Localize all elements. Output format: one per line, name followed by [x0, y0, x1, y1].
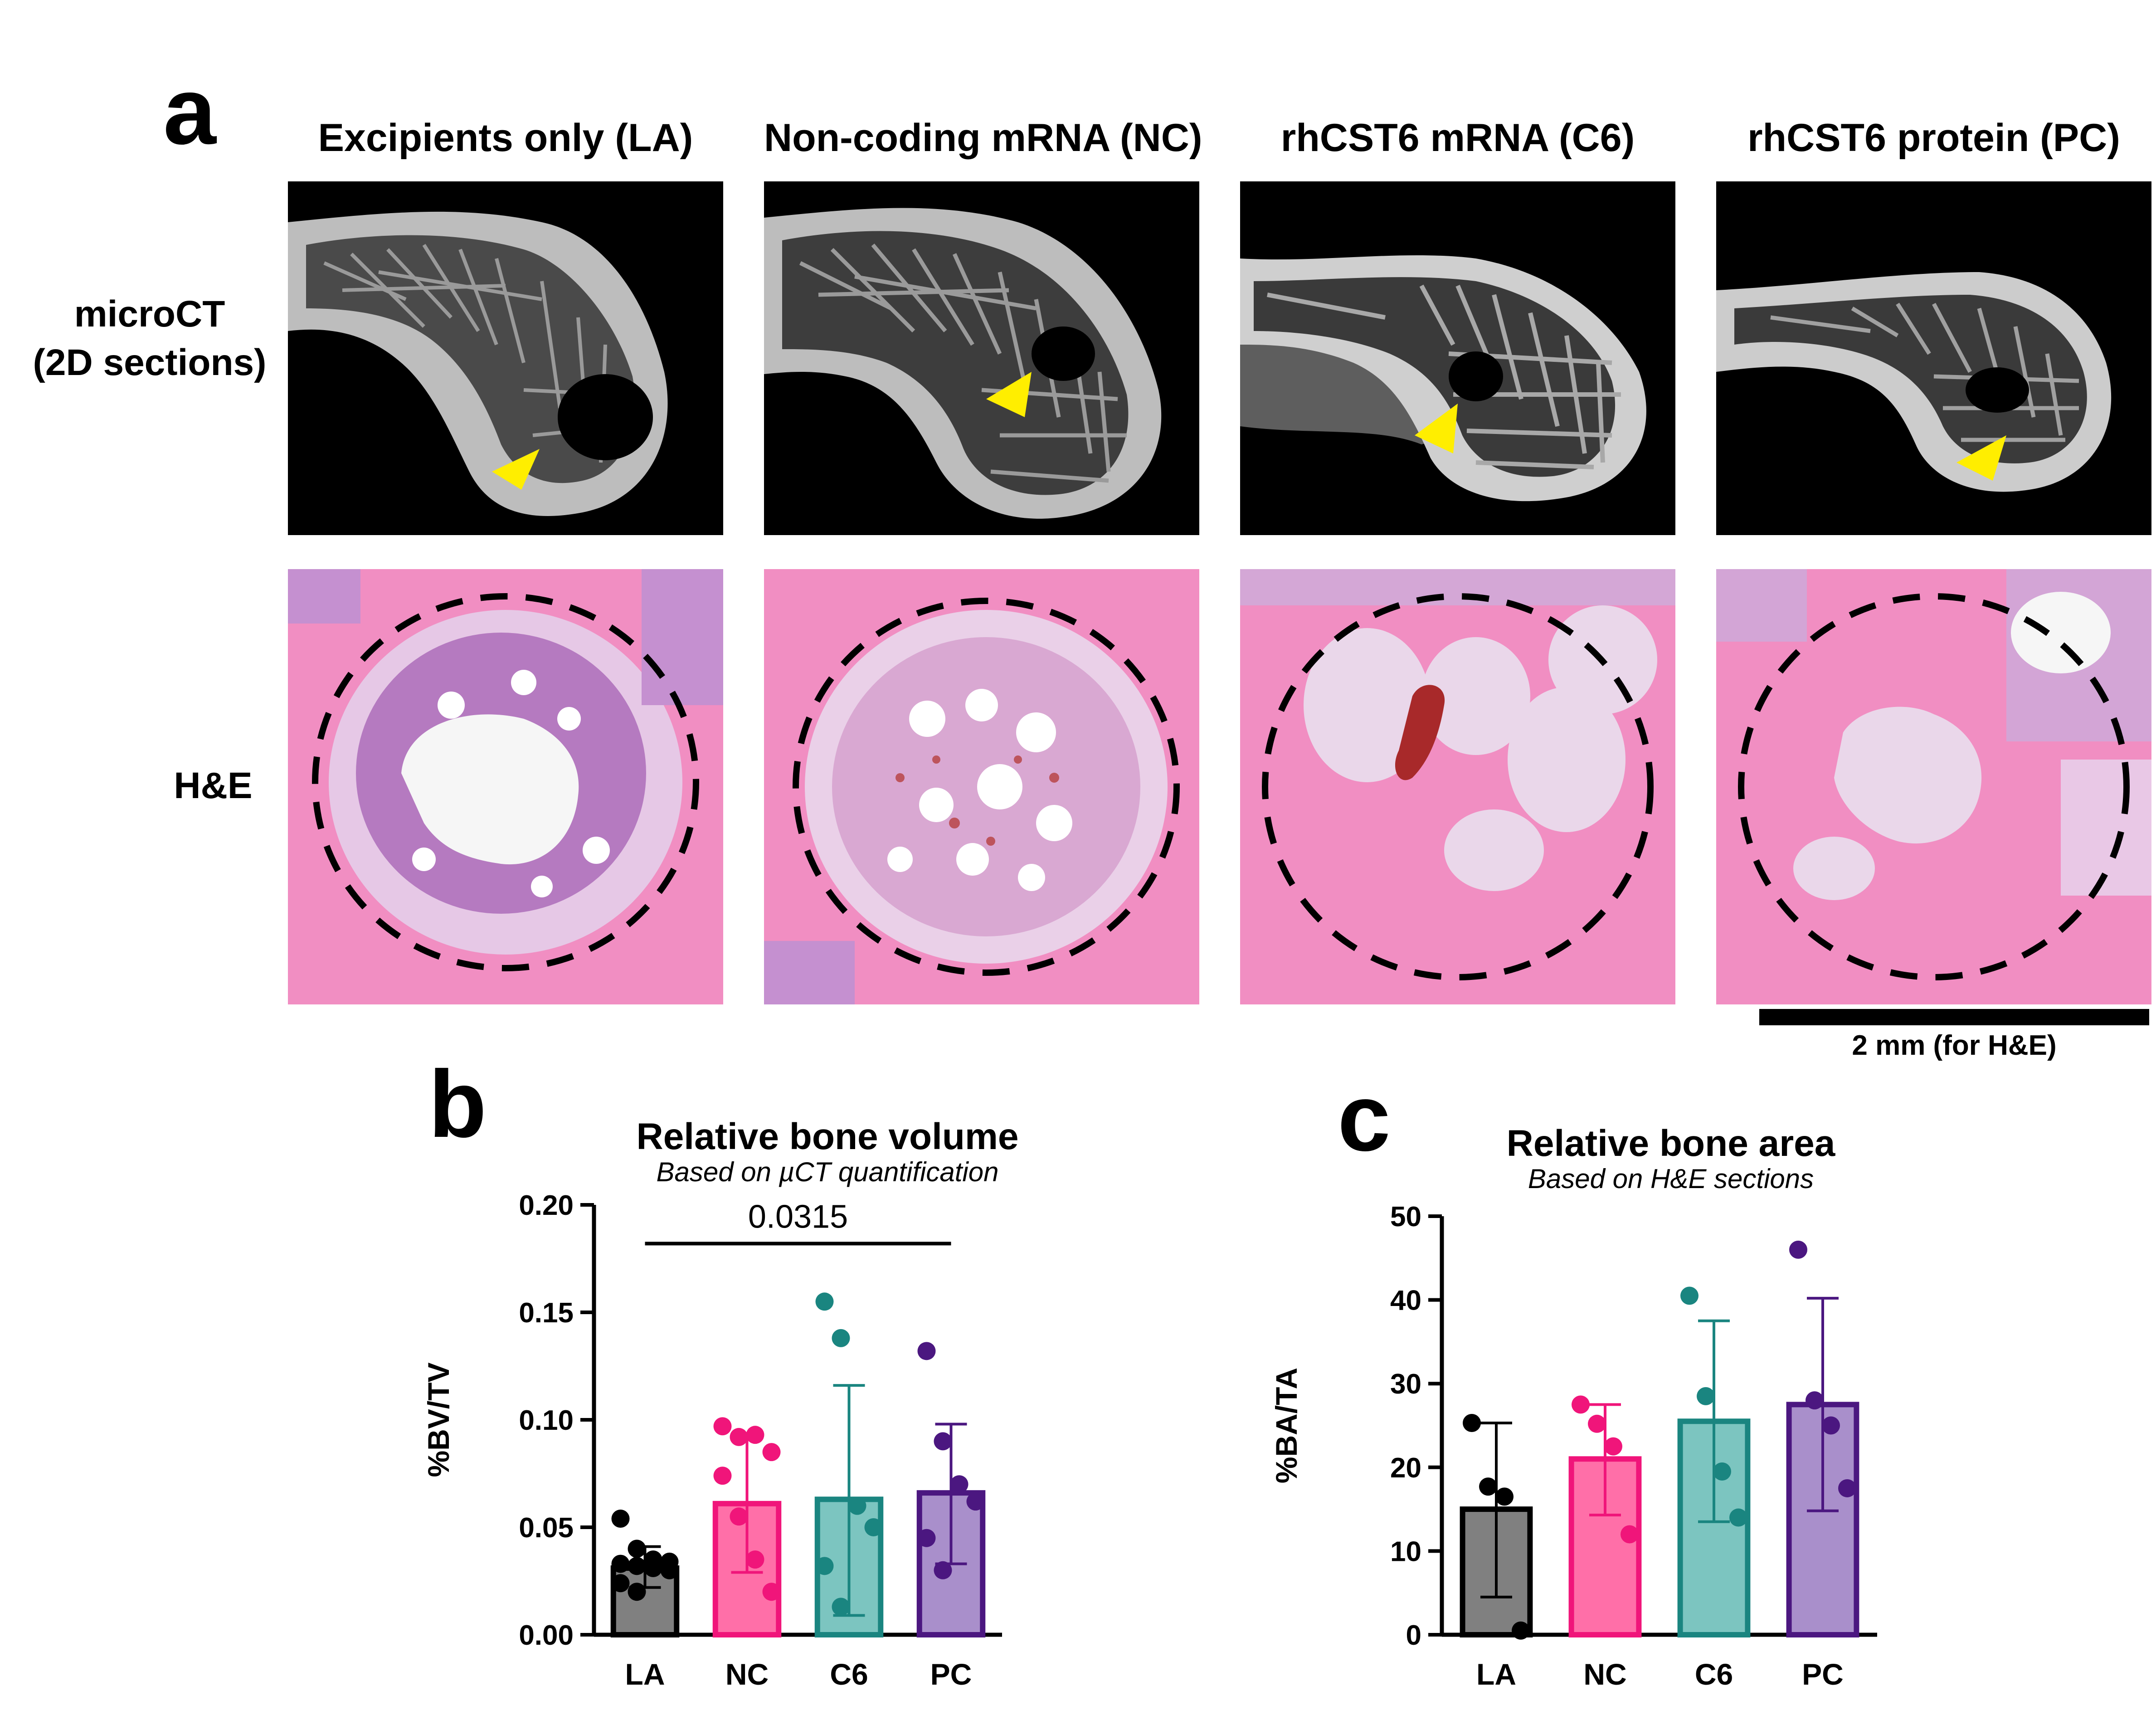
- he-image-c6: [1240, 569, 1675, 1004]
- chart-b-data-point: [660, 1561, 679, 1579]
- chart-c-data-point: [1806, 1391, 1824, 1410]
- chart-c-data-point: [1729, 1508, 1747, 1527]
- chart-b-data-point: [934, 1432, 952, 1451]
- chart-c-data-point: [1479, 1477, 1497, 1496]
- microct-image-c6: [1240, 181, 1675, 535]
- chart-b-data-point: [746, 1550, 764, 1569]
- microct-image-nc: [764, 181, 1199, 535]
- chart-b-y-axis-label: %BV/TV: [422, 1362, 455, 1477]
- chart-b-data-point: [611, 1574, 630, 1593]
- chart-c-data-point: [1713, 1462, 1731, 1481]
- chart-b-data-point: [950, 1475, 968, 1494]
- arrow-marker-c6: [1415, 404, 1458, 453]
- chart-b-data-point: [848, 1496, 866, 1515]
- chart-b-data-point: [966, 1492, 985, 1511]
- chart-b-x-tick-label: LA: [625, 1657, 665, 1691]
- chart-c-data-point: [1789, 1240, 1807, 1259]
- chart-b-data-point: [832, 1329, 850, 1347]
- chart-b-data-point: [611, 1510, 630, 1528]
- chart-b-data-point: [917, 1342, 936, 1360]
- chart-b-significance-label: 0.0315: [748, 1199, 848, 1235]
- chart-b-data-point: [644, 1559, 662, 1578]
- chart-c-x-tick-label: NC: [1583, 1657, 1626, 1691]
- chart-b-subtitle: Based on µCT quantification: [656, 1157, 999, 1187]
- chart-b-y-tick-label: 0.05: [519, 1512, 574, 1544]
- chart-c-y-tick-label: 10: [1390, 1536, 1421, 1567]
- microct-image-la: [288, 181, 723, 535]
- chart-c-y-tick-label: 40: [1390, 1285, 1421, 1316]
- chart-b-data-point: [628, 1557, 646, 1575]
- chart-c-y-tick-label: 30: [1390, 1369, 1421, 1400]
- chart-b-y-tick-label: 0.20: [519, 1190, 574, 1221]
- chart-c-y-tick-label: 20: [1390, 1452, 1421, 1484]
- panel-a-letter: a: [163, 58, 216, 164]
- chart-b-data-point: [934, 1561, 952, 1579]
- panel-c-letter: c: [1338, 1064, 1391, 1171]
- chart-b-data-point: [713, 1467, 732, 1485]
- chart-c-x-tick-label: LA: [1476, 1657, 1516, 1691]
- scale-bar: [1759, 1009, 2149, 1025]
- chart-b-data-point: [628, 1540, 646, 1558]
- chart-c-y-tick-label: 0: [1406, 1620, 1421, 1651]
- row-label-microct-line2: (2D sections): [33, 341, 267, 383]
- chart-c-title: Relative bone area: [1506, 1123, 1835, 1164]
- chart-b-data-point: [762, 1583, 781, 1601]
- chart-c-data-point: [1588, 1414, 1606, 1433]
- chart-b-data-point: [917, 1529, 936, 1547]
- chart-c-data-point: [1838, 1479, 1856, 1497]
- chart-b-x-tick-label: C6: [830, 1657, 868, 1691]
- chart-c-data-point: [1697, 1387, 1715, 1405]
- chart-c-data-point: [1604, 1437, 1622, 1456]
- chart-c-y-axis-label: %BA/TA: [1270, 1368, 1303, 1483]
- he-image-la: [288, 569, 723, 1004]
- chart-b-title: Relative bone volume: [636, 1116, 1019, 1157]
- row-label-he: H&E: [174, 765, 253, 806]
- chart-b-data-point: [746, 1426, 764, 1444]
- chart-b-y-tick-label: 0.10: [519, 1405, 574, 1436]
- chart-c-data-point: [1512, 1621, 1530, 1640]
- column-title-pc: rhCST6 protein (PC): [1747, 116, 2120, 160]
- row-label-microct-line1: microCT: [74, 293, 225, 335]
- chart-c-data-point: [1463, 1413, 1481, 1432]
- column-title-c6: rhCST6 mRNA (C6): [1280, 116, 1635, 160]
- chart-b-x-tick-label: NC: [725, 1657, 769, 1691]
- chart-b-data-point: [730, 1507, 748, 1526]
- chart-c-x-tick-label: PC: [1802, 1657, 1844, 1691]
- he-image-nc: [764, 569, 1199, 1004]
- chart-c-x-tick-label: C6: [1695, 1657, 1733, 1691]
- panel-b-letter: b: [428, 1051, 487, 1157]
- chart-c-y-tick-label: 50: [1390, 1201, 1421, 1233]
- arrow-marker-pc: [1956, 435, 2006, 481]
- chart-b-y-tick-label: 0.15: [519, 1297, 574, 1329]
- chart-b-x-tick-label: PC: [930, 1657, 972, 1691]
- chart-b-data-point: [864, 1518, 883, 1536]
- chart-b-data-point: [628, 1583, 646, 1601]
- he-image-pc: [1716, 569, 2151, 1004]
- column-title-nc: Non-coding mRNA (NC): [764, 116, 1202, 160]
- chart-c-data-point: [1495, 1487, 1514, 1506]
- chart-b-data-point: [815, 1292, 834, 1311]
- chart-b-y-tick-label: 0.00: [519, 1620, 574, 1651]
- chart-c-data-point: [1680, 1286, 1699, 1305]
- chart-b-data-point: [730, 1428, 748, 1446]
- chart-b-data-point: [713, 1417, 732, 1436]
- row-label-microct: microCT (2D sections): [18, 290, 281, 387]
- chart-c-data-point: [1822, 1416, 1840, 1435]
- chart-b-data-point: [611, 1554, 630, 1573]
- arrow-marker-nc: [986, 372, 1032, 417]
- chart-b-data-point: [762, 1443, 781, 1462]
- chart-b-data-point: [832, 1598, 850, 1616]
- chart-c-data-point: [1621, 1525, 1639, 1544]
- column-title-la: Excipients only (LA): [318, 116, 693, 160]
- scale-bar-label: 2 mm (for H&E): [1852, 1030, 2057, 1061]
- chart-c-subtitle: Based on H&E sections: [1528, 1164, 1814, 1194]
- chart-b-data-point: [815, 1557, 834, 1575]
- arrow-marker-la: [492, 449, 540, 490]
- microct-image-pc: [1716, 181, 2151, 535]
- chart-c-data-point: [1572, 1395, 1590, 1414]
